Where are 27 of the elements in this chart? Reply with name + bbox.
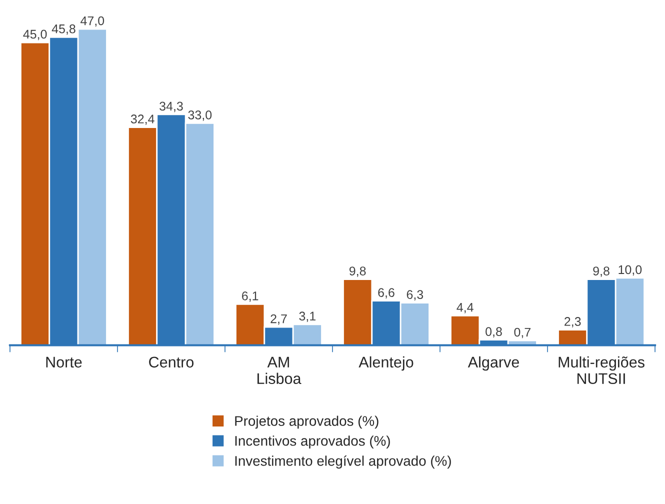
x-tick-label: Centro [149,356,194,368]
data-label: 32,4 [130,114,154,125]
x-tick-label: Algarve [468,356,519,371]
data-label: 2,7 [270,314,287,325]
data-label: 0,7 [514,328,530,338]
data-label: 4,4 [456,303,474,314]
x-tick-label: Alentejo [358,356,414,371]
data-label: 2,3 [564,317,581,328]
data-label: 47,0 [80,16,104,27]
x-tick-label: Norte [46,356,82,368]
data-label: 0,8 [486,327,502,338]
data-label: 9,8 [593,266,610,277]
data-label: 6,6 [378,288,394,298]
legend-label: Projetos aprovados (%) [235,416,378,429]
data-label: 3,1 [299,312,316,322]
legend-label: Investimento elegível aprovado (%) [235,455,451,469]
data-label: 10,0 [618,265,642,276]
data-label: 34,3 [160,102,183,112]
data-label: 6,3 [406,290,424,300]
data-label: 45,0 [23,30,47,40]
data-label: 33,0 [188,110,212,121]
data-label: 9,8 [349,266,366,277]
data-label: 6,1 [242,291,258,302]
legend-label: Incentivos aprovados (%) [235,436,390,449]
x-tick-label: Multi-regiões NUTSII [558,356,644,384]
x-tick-label: AM Lisboa [257,356,302,384]
data-label: 45,8 [52,24,76,35]
